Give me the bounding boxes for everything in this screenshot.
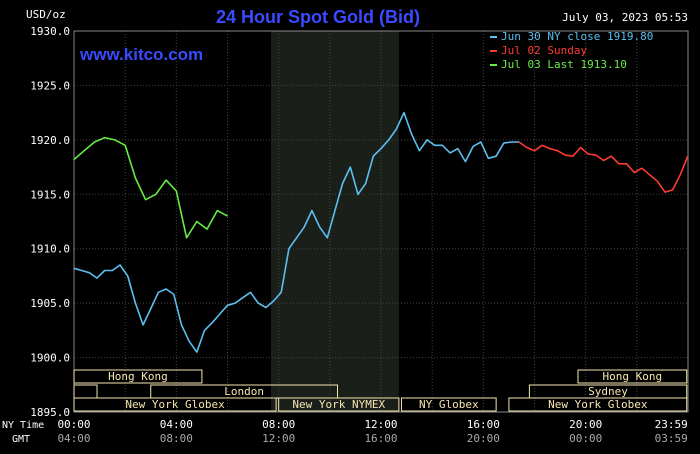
- y-tick-label: 1925.0: [30, 79, 70, 92]
- gmt-time-tick: 00:00: [569, 432, 602, 445]
- y-tick-label: 1910.0: [30, 243, 70, 256]
- gmt-time-tick: 03:59: [655, 432, 688, 445]
- watermark: www.kitco.com: [79, 45, 203, 64]
- gmt-time-tick: 16:00: [364, 432, 397, 445]
- series-line-1: [73, 111, 520, 353]
- y-tick-label: 1920.0: [30, 134, 70, 147]
- legend-entry: Jun 30 NY close 1919.80: [501, 30, 653, 43]
- ny-time-tick: 23:59: [655, 418, 688, 431]
- ny-time-label: NY Time: [2, 420, 44, 431]
- session-label: London: [224, 385, 264, 398]
- y-tick-label: 1915.0: [30, 188, 70, 201]
- plot-area: [73, 30, 689, 413]
- session-label: Hong Kong: [108, 370, 168, 383]
- session-label: NY Globex: [419, 398, 479, 411]
- y-tick-label: 1900.0: [30, 352, 70, 365]
- gmt-time-tick: 04:00: [57, 432, 90, 445]
- session-bar: [508, 397, 688, 412]
- y-tick-label: 1895.0: [30, 406, 70, 419]
- session-bar: [577, 369, 688, 384]
- session-label: Sydney: [588, 385, 628, 398]
- session-label: Hong Kong: [603, 370, 663, 383]
- gmt-time-tick: 12:00: [262, 432, 295, 445]
- gmt-label: GMT: [12, 434, 30, 445]
- gmt-time-tick: 20:00: [467, 432, 500, 445]
- ny-time-tick: 08:00: [262, 418, 295, 431]
- y-tick-label: 1905.0: [30, 297, 70, 310]
- session-bar: [73, 369, 203, 384]
- legend-entry: Jul 02 Sunday: [501, 44, 587, 57]
- session-bar: [73, 397, 277, 412]
- ny-time-tick: 16:00: [467, 418, 500, 431]
- gmt-time-tick: 08:00: [160, 432, 193, 445]
- units-label: USD/oz: [26, 8, 66, 21]
- ny-time-tick: 20:00: [569, 418, 602, 431]
- ny-time-tick: 00:00: [57, 418, 90, 431]
- chart-date: July 03, 2023 05:53: [562, 11, 688, 24]
- series-line-3: [73, 136, 228, 239]
- trading-hours-shade: [270, 31, 399, 412]
- session-label: New York Globex: [548, 398, 648, 411]
- session-label: New York NYMEX: [292, 398, 385, 411]
- series-line-2: [518, 141, 689, 193]
- axes: 1930.0 1925.0 1920.0 1915.0 1910.0 1905.0 1900…: [2, 25, 688, 445]
- legend-entry: Jul 03 Last 1913.10: [501, 58, 627, 71]
- ny-time-tick: 12:00: [364, 418, 397, 431]
- ny-time-tick: 04:00: [160, 418, 193, 431]
- session-bar: [400, 397, 497, 412]
- plot-border: [73, 30, 689, 413]
- price-series: [73, 111, 689, 353]
- session-label: New York Globex: [125, 398, 225, 411]
- y-tick-label: 1930.0: [30, 25, 70, 38]
- chart-title: 24 Hour Spot Gold (Bid): [216, 7, 420, 27]
- session-bar: [278, 397, 400, 412]
